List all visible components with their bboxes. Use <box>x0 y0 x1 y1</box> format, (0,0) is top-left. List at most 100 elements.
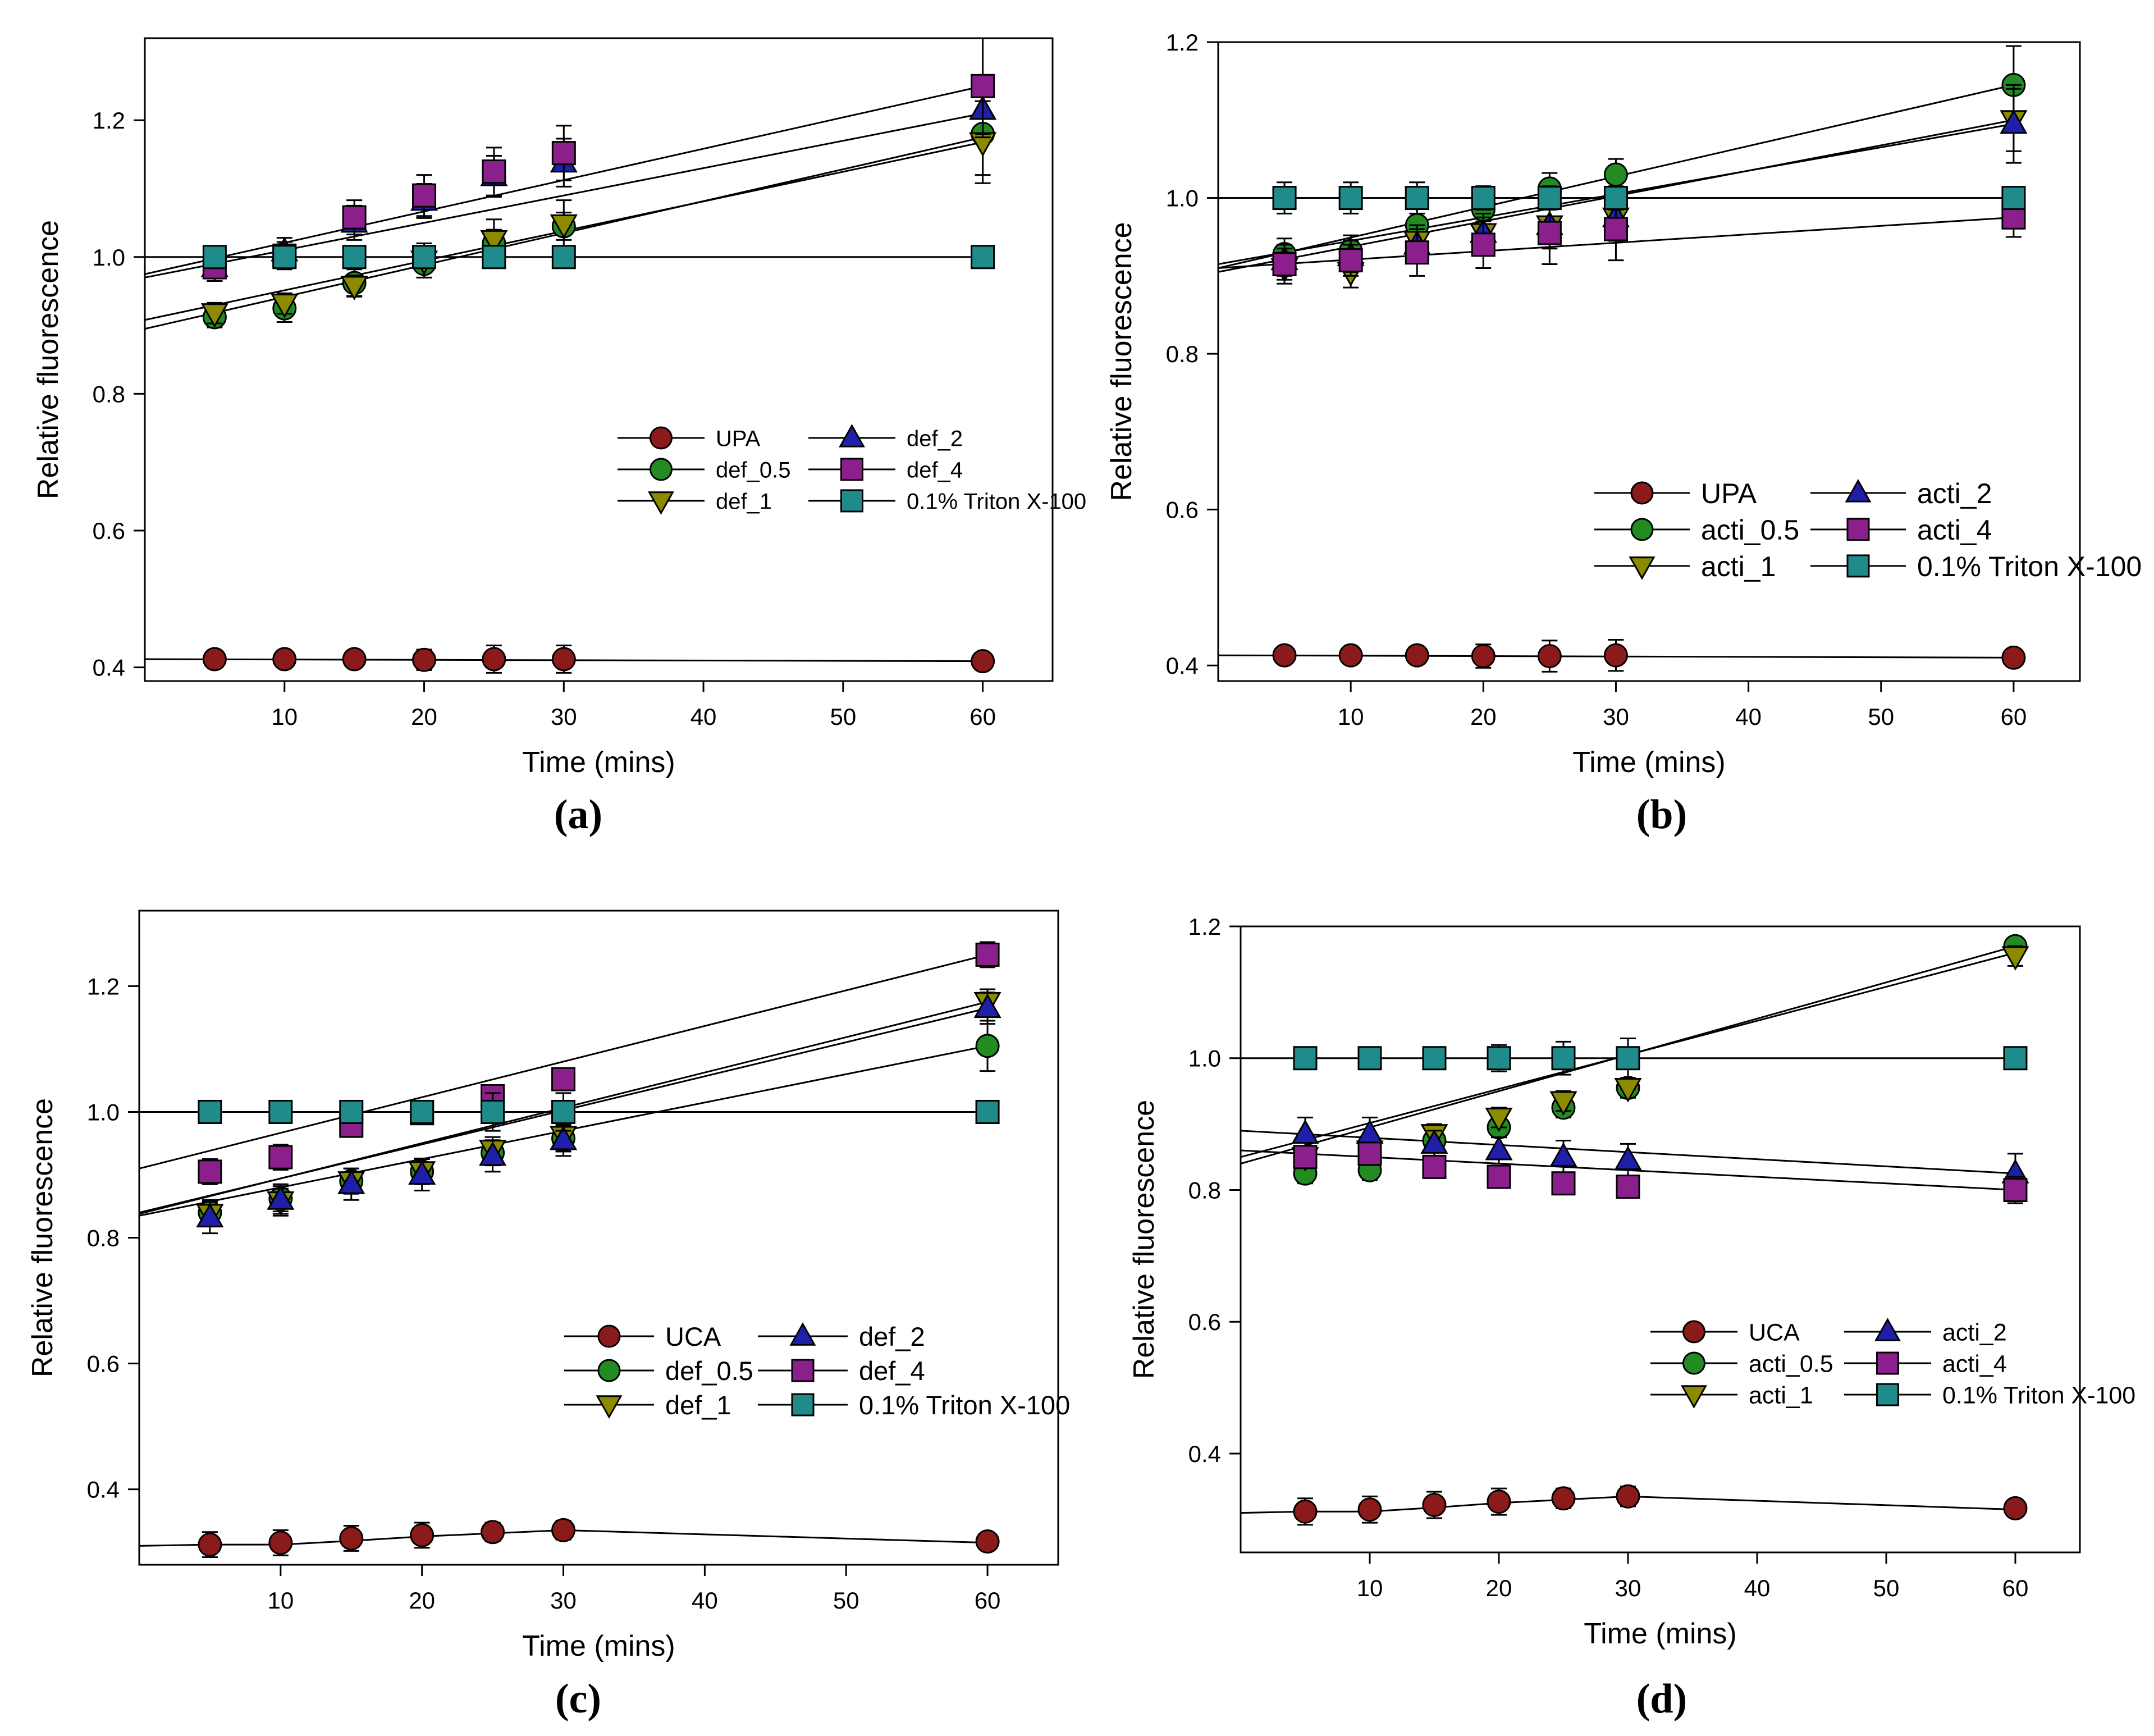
legend-marker <box>1845 479 1872 502</box>
data-point <box>1357 1141 1382 1166</box>
data-point <box>1537 221 1562 245</box>
legend-marker <box>597 1359 621 1382</box>
data-point <box>1603 643 1628 668</box>
data-point <box>1471 644 1496 669</box>
chart-panel-b: 10 20 30 40 50 60 0.4 0.6 0.8 1.0 1.2 Time (mins) Re… <box>1105 29 2142 838</box>
data-point <box>973 993 1001 1018</box>
data-point <box>2000 109 2028 134</box>
data-point <box>1422 1492 1447 1517</box>
data-point <box>482 245 506 269</box>
x-tick-label: 10 <box>1338 703 1364 730</box>
data-point <box>1420 1129 1448 1154</box>
data-point <box>551 1518 576 1542</box>
legend-marker <box>597 1324 621 1348</box>
data-point <box>271 294 299 318</box>
data-point <box>1487 1164 1511 1189</box>
series-group <box>144 37 997 674</box>
data-point <box>1357 1046 1382 1071</box>
y-tick-label: 1.2 <box>1188 913 1221 940</box>
series-def-4 <box>198 941 1000 1185</box>
series-def-2 <box>200 81 997 282</box>
data-point <box>342 205 367 230</box>
series-uca <box>1293 1484 2028 1526</box>
data-point <box>1405 186 1429 211</box>
legend-label: 0.1% Triton X-100 <box>907 489 1086 514</box>
data-point <box>1471 186 1496 211</box>
data-point <box>1614 1145 1642 1171</box>
data-point <box>1603 217 1628 241</box>
data-point <box>551 245 576 269</box>
series-0-1-triton-x-100 <box>198 1092 1000 1132</box>
data-point <box>1487 1046 1511 1071</box>
data-point <box>1487 1490 1511 1514</box>
legend-marker <box>840 489 863 513</box>
data-point <box>1293 1145 1318 1169</box>
series-acti-4 <box>1293 1141 2028 1204</box>
data-point <box>198 1532 222 1557</box>
data-point <box>268 1531 293 1555</box>
x-tick-label: 20 <box>409 1587 435 1614</box>
y-tick-label: 0.4 <box>1188 1441 1221 1467</box>
data-point <box>971 245 995 269</box>
series-upa <box>202 645 995 674</box>
x-tick-label: 30 <box>551 703 577 730</box>
x-tick-label: 50 <box>830 703 856 730</box>
legend-label: acti_0.5 <box>1749 1350 1833 1377</box>
legend: UCA acti_0.5 acti_1 acti_2 acti_4 0.1% Triton… <box>1650 1318 2135 1409</box>
legend-label: acti_2 <box>1942 1319 2007 1346</box>
x-tick-label: 30 <box>1603 703 1629 730</box>
x-tick-label: 40 <box>692 1587 718 1614</box>
x-tick-label: 50 <box>1873 1575 1900 1601</box>
data-point <box>272 647 297 671</box>
series-group <box>1218 45 2028 673</box>
x-axis-title: Time (mins) <box>522 746 675 779</box>
data-point <box>551 1067 576 1091</box>
data-point <box>971 649 995 674</box>
data-point <box>1272 186 1297 211</box>
data-point <box>1293 1499 1318 1524</box>
y-tick-label: 0.8 <box>93 381 125 407</box>
data-point <box>1616 1484 1640 1509</box>
y-tick-label: 0.8 <box>1188 1177 1221 1203</box>
x-axis-title: Time (mins) <box>1572 746 1726 779</box>
y-tick-label: 0.8 <box>1166 341 1199 367</box>
data-point <box>342 245 367 269</box>
chart-panel-a: 10 20 30 40 50 60 0.4 0.6 0.8 1.0 1.2 Time (mins) Re… <box>32 37 1086 838</box>
legend-marker <box>1681 1385 1707 1409</box>
legend-marker <box>791 1359 815 1382</box>
panel-label: (b) <box>1636 792 1687 838</box>
data-point <box>1405 643 1429 668</box>
data-point <box>975 1034 1000 1058</box>
x-tick-label: 20 <box>1486 1575 1512 1601</box>
data-point <box>482 159 506 184</box>
legend-marker <box>1682 1320 1705 1344</box>
data-point <box>410 1099 435 1124</box>
legend-label: acti_4 <box>1917 514 1992 546</box>
data-point <box>2001 645 2026 670</box>
y-tick-label: 0.6 <box>1188 1309 1221 1335</box>
y-tick-label: 0.6 <box>87 1351 120 1377</box>
data-point <box>1471 232 1496 257</box>
x-tick-label: 10 <box>271 703 298 730</box>
y-tick-label: 1.0 <box>1188 1045 1221 1072</box>
legend-label: acti_1 <box>1701 551 1776 582</box>
legend-marker <box>1846 554 1870 578</box>
legend-label: UPA <box>716 426 761 451</box>
legend-label: UCA <box>1749 1319 1800 1346</box>
panel-label: (a) <box>554 792 602 838</box>
data-point <box>1551 1171 1576 1196</box>
data-point <box>551 647 576 671</box>
x-tick-label: 60 <box>975 1587 1001 1614</box>
data-point <box>1405 240 1429 265</box>
data-point <box>1485 1135 1513 1161</box>
data-point <box>1537 186 1562 211</box>
y-tick-label: 1.0 <box>87 1099 120 1125</box>
legend-label: def_1 <box>716 489 772 514</box>
data-point <box>2003 1177 2028 1202</box>
data-point <box>975 1529 1000 1554</box>
x-tick-label: 50 <box>833 1587 859 1614</box>
legend-marker <box>596 1395 623 1419</box>
data-point <box>412 647 437 672</box>
data-point <box>1338 248 1363 273</box>
